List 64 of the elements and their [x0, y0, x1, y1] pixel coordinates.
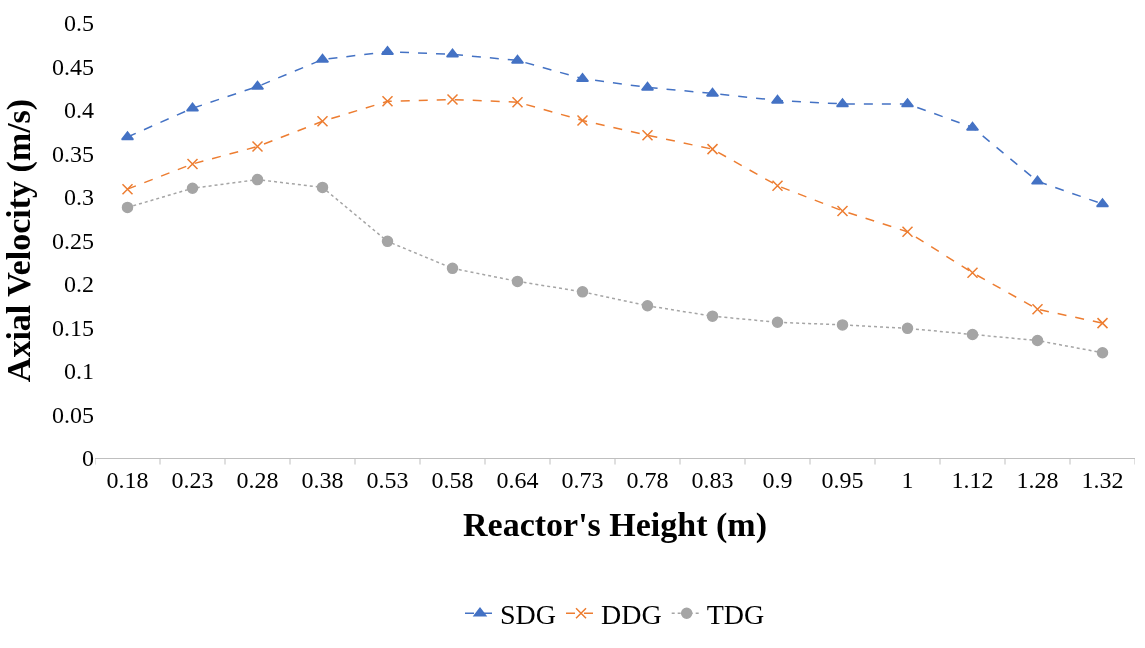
- point: [576, 286, 589, 298]
- point: [1096, 346, 1109, 359]
- legend-label: SDG: [500, 599, 557, 631]
- y-tick-label: 0.45: [52, 53, 94, 80]
- point: [186, 182, 199, 195]
- point: [966, 266, 979, 279]
- point: [1031, 303, 1044, 315]
- x-tick-label: 0.95: [821, 466, 864, 493]
- point: [901, 226, 914, 238]
- point: [121, 183, 134, 195]
- point: [251, 173, 264, 186]
- y-tick-label: 0.2: [64, 271, 94, 298]
- point: [706, 143, 719, 155]
- x-tick-label: 0.83: [691, 466, 734, 493]
- x-tick-label: 0.58: [431, 466, 474, 493]
- point: [1096, 317, 1109, 329]
- point: [381, 95, 394, 108]
- point: [771, 316, 784, 329]
- x-tick-label: 0.18: [106, 466, 149, 493]
- y-tick-label: 0.05: [52, 401, 94, 428]
- x-tick-label: 0.23: [171, 466, 214, 493]
- x-tick-label: 0.53: [366, 466, 409, 493]
- point: [316, 115, 329, 128]
- y-tick-label: 0.4: [64, 97, 94, 124]
- point: [186, 158, 199, 170]
- point: [641, 300, 654, 312]
- point: [511, 96, 524, 108]
- x-tick-label: 1.28: [1016, 466, 1059, 493]
- y-tick-label: 0.1: [64, 358, 94, 385]
- y-tick-label: 0: [82, 445, 94, 472]
- point: [836, 319, 849, 331]
- point: [641, 129, 654, 141]
- x-tick-label: 0.64: [496, 466, 539, 493]
- point: [576, 114, 589, 127]
- x-tick-label: 0.9: [762, 466, 793, 493]
- legend-label: TDG: [706, 599, 765, 631]
- point: [381, 235, 394, 248]
- x-tick-label: 0.78: [626, 466, 669, 493]
- point: [446, 93, 459, 106]
- x-tick-label: 1.12: [951, 466, 994, 493]
- y-axis-title: Axial Velocity (m/s): [0, 98, 38, 383]
- point: [771, 179, 784, 192]
- point: [966, 328, 979, 341]
- y-tick-label: 0.35: [52, 140, 94, 167]
- point: [901, 322, 914, 335]
- point: [251, 140, 264, 153]
- x-tick-label: 1.32: [1081, 466, 1124, 493]
- point: [316, 181, 329, 194]
- x-axis-title: Reactor's Height (m): [462, 506, 768, 545]
- point: [511, 275, 524, 288]
- x-tick-label: 0.73: [561, 466, 604, 493]
- y-tick-label: 0.25: [52, 227, 94, 254]
- y-tick-label: 0.15: [52, 314, 94, 341]
- point: [706, 310, 719, 322]
- point: [446, 262, 459, 275]
- y-tick-label: 0.5: [64, 10, 94, 37]
- x-tick-label: 0.28: [236, 466, 279, 493]
- point: [836, 205, 849, 217]
- x-tick-label: 1: [901, 466, 914, 493]
- point: [121, 201, 134, 214]
- point: [1031, 334, 1044, 347]
- legend-label: DDG: [601, 599, 662, 631]
- x-tick-label: 0.38: [301, 466, 344, 493]
- y-tick-label: 0.3: [64, 184, 94, 211]
